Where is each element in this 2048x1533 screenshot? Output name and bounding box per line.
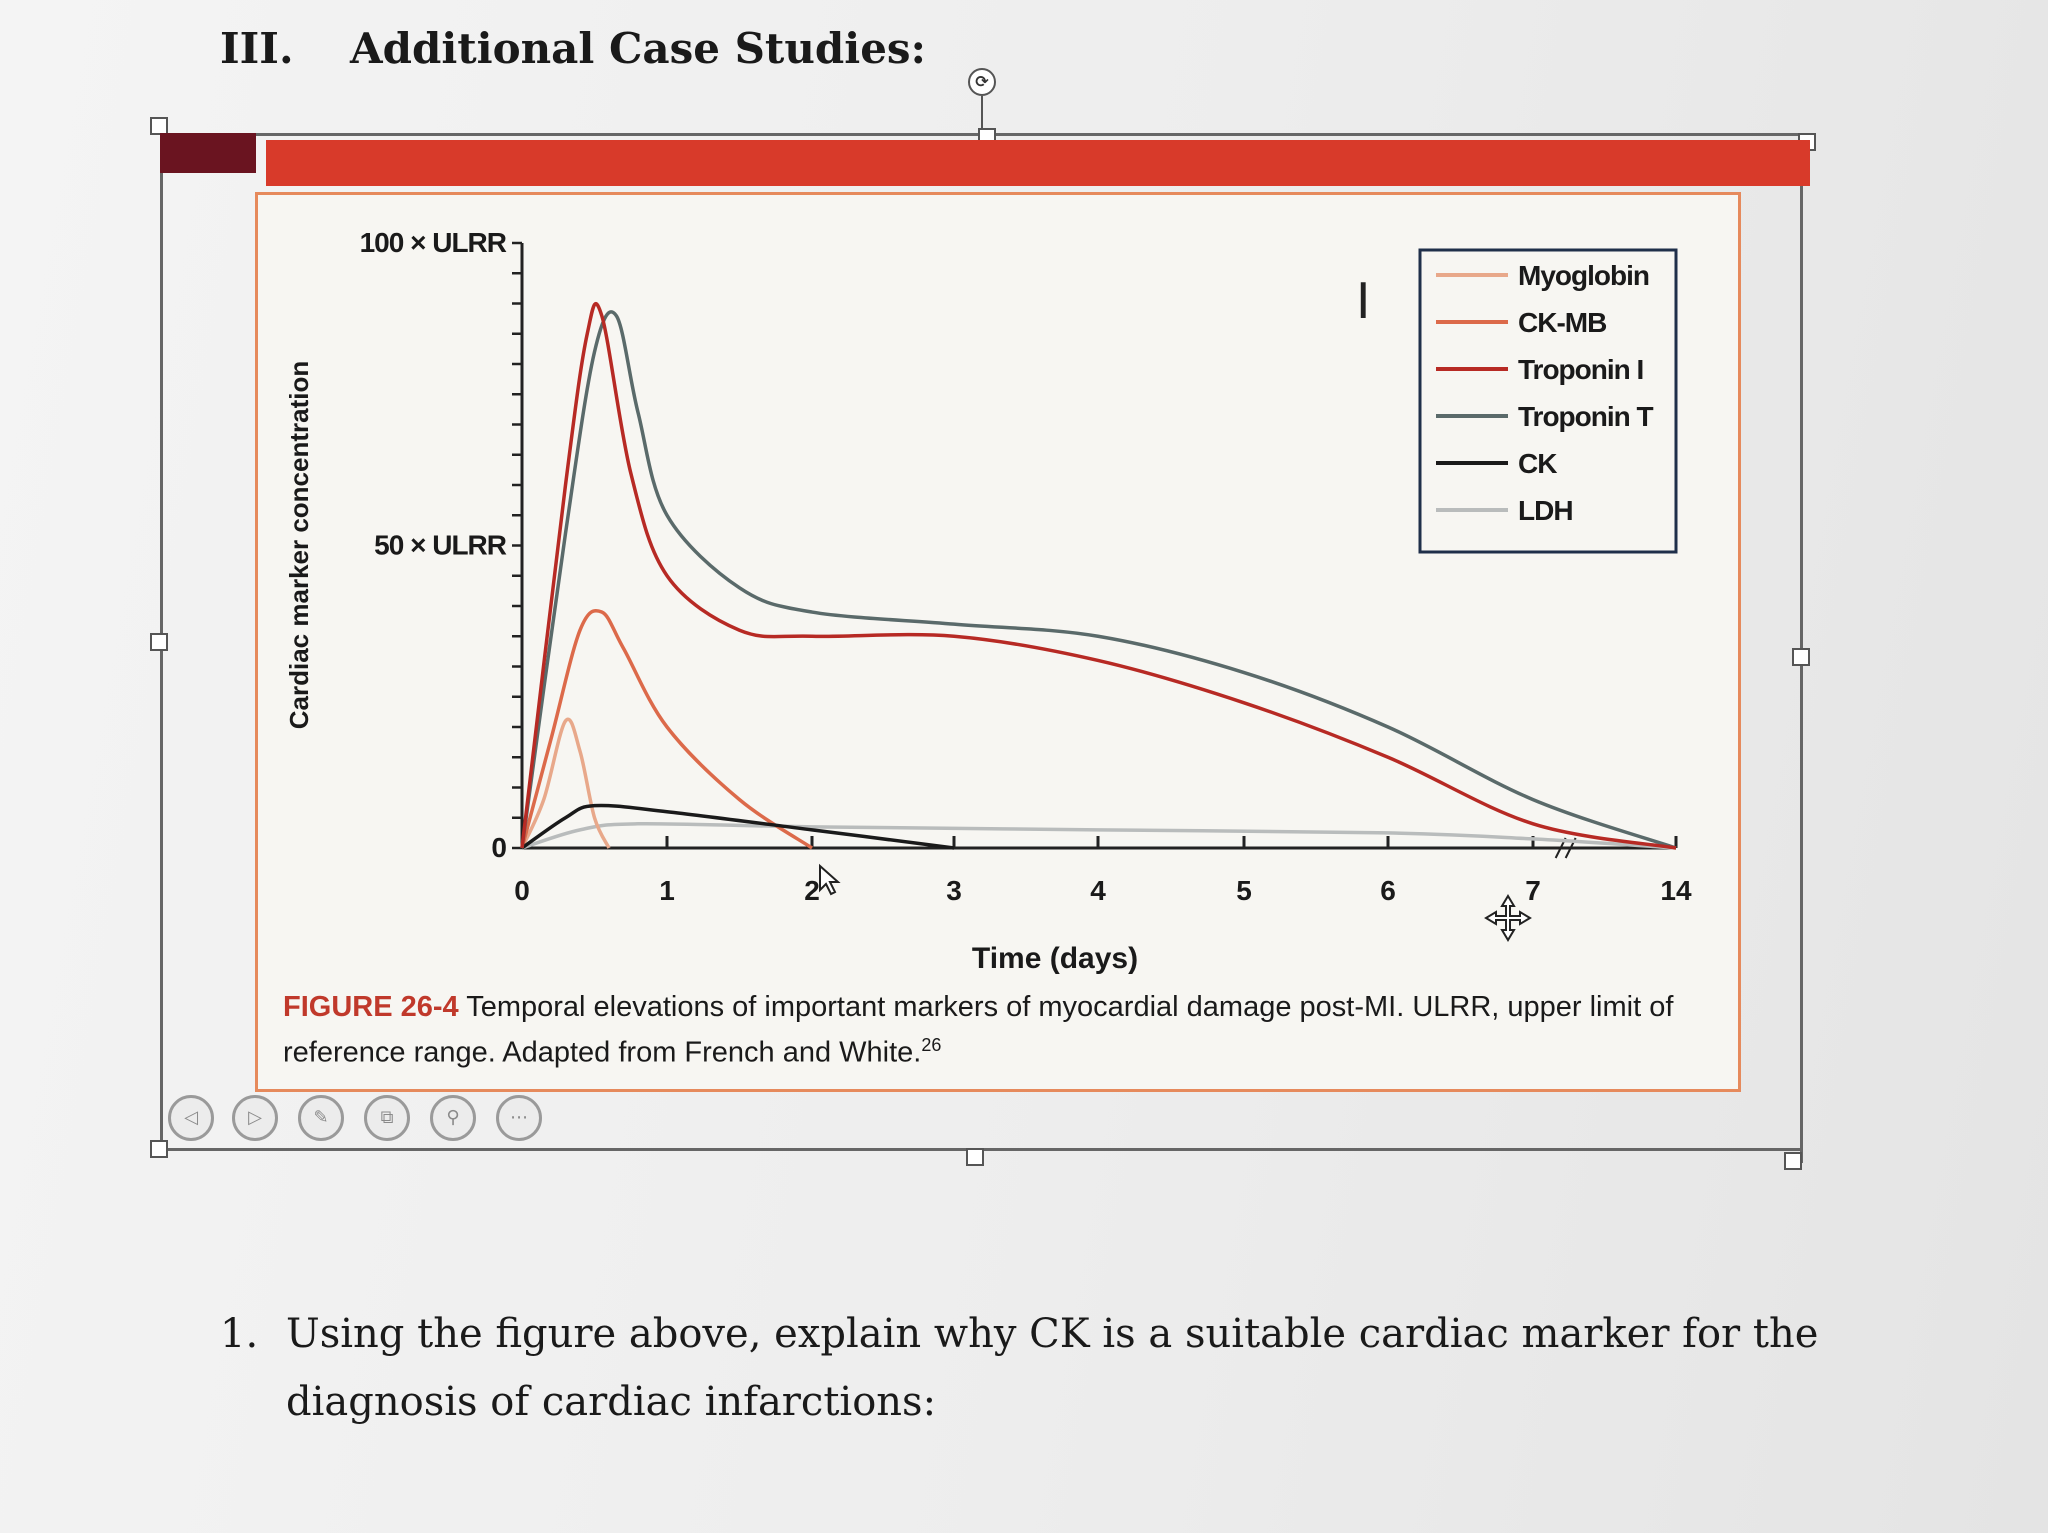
section-title: Additional Case Studies:	[350, 24, 927, 73]
move-cursor-icon	[1484, 894, 1532, 942]
x-tick-label: 14	[1660, 875, 1692, 906]
figure-header-dark-bar	[160, 133, 256, 173]
legend-label: LDH	[1518, 495, 1573, 526]
legend-label: CK	[1518, 448, 1557, 479]
figure-caption: FIGURE 26-4 Temporal elevations of impor…	[283, 988, 1713, 1072]
x-tick-label: 4	[1090, 875, 1106, 906]
x-axis-label: Time (days)	[972, 942, 1138, 975]
copy-icon[interactable]: ⧉	[364, 1095, 410, 1141]
figure-caption-label: FIGURE 26-4	[283, 991, 459, 1023]
series-line-troponin-t	[520, 310, 1677, 850]
resize-handle-middle-right[interactable]	[1792, 648, 1810, 666]
magnifier-icon[interactable]: ⚲	[430, 1095, 476, 1141]
y-tick-label: 50 × ULRR	[374, 530, 507, 561]
x-tick-label: 5	[1236, 875, 1252, 906]
x-tick-label: 7	[1525, 875, 1541, 906]
resize-handle-top-left[interactable]	[150, 117, 168, 135]
chart-legend	[1418, 248, 1678, 554]
y-tick-label: 0	[491, 832, 506, 863]
legend-label: Troponin T	[1518, 401, 1654, 432]
series-line-ck-mb	[520, 608, 813, 850]
resize-handle-middle-left[interactable]	[150, 633, 168, 651]
figure-caption-reference: 26	[921, 1035, 942, 1055]
text-cursor-icon: I	[1356, 272, 1370, 330]
legend-label: Myoglobin	[1518, 260, 1649, 291]
question-number: 1.	[220, 1311, 259, 1357]
rotate-icon[interactable]: ⟳	[968, 68, 996, 96]
pencil-icon[interactable]: ✎	[298, 1095, 344, 1141]
rotation-handle-stem	[981, 96, 983, 132]
x-tick-label: 3	[946, 875, 962, 906]
series-line-myoglobin	[520, 717, 611, 849]
x-tick-label: 6	[1380, 875, 1396, 906]
x-tick-label: 0	[514, 875, 530, 906]
legend-label: CK-MB	[1518, 307, 1606, 338]
y-axis-label: Cardiac marker concentration	[284, 361, 314, 729]
legend-label: Troponin I	[1518, 354, 1643, 385]
series-line-ck	[521, 803, 955, 850]
arrow-cursor-icon	[819, 863, 841, 896]
resize-handle-bottom-left[interactable]	[150, 1140, 168, 1158]
next-icon[interactable]: ▷	[232, 1095, 278, 1141]
x-tick-label: 2	[804, 875, 820, 906]
resize-handle-bottom-right[interactable]	[1784, 1152, 1802, 1170]
figure-caption-text: Temporal elevations of important markers…	[283, 991, 1674, 1069]
series-line-troponin-i	[520, 301, 1677, 850]
series-line-ldh	[521, 821, 1677, 850]
section-number: III.	[220, 24, 294, 73]
x-tick-label: 1	[659, 875, 675, 906]
resize-handle-bottom-middle[interactable]	[966, 1148, 984, 1166]
more-options-icon[interactable]: ⋯	[496, 1095, 542, 1141]
figure-header-red-bar	[266, 140, 1810, 186]
y-tick-label: 100 × ULRR	[360, 227, 507, 258]
previous-icon[interactable]: ◁	[168, 1095, 214, 1141]
question-text: Using the figure above, explain why CK i…	[286, 1311, 1819, 1425]
